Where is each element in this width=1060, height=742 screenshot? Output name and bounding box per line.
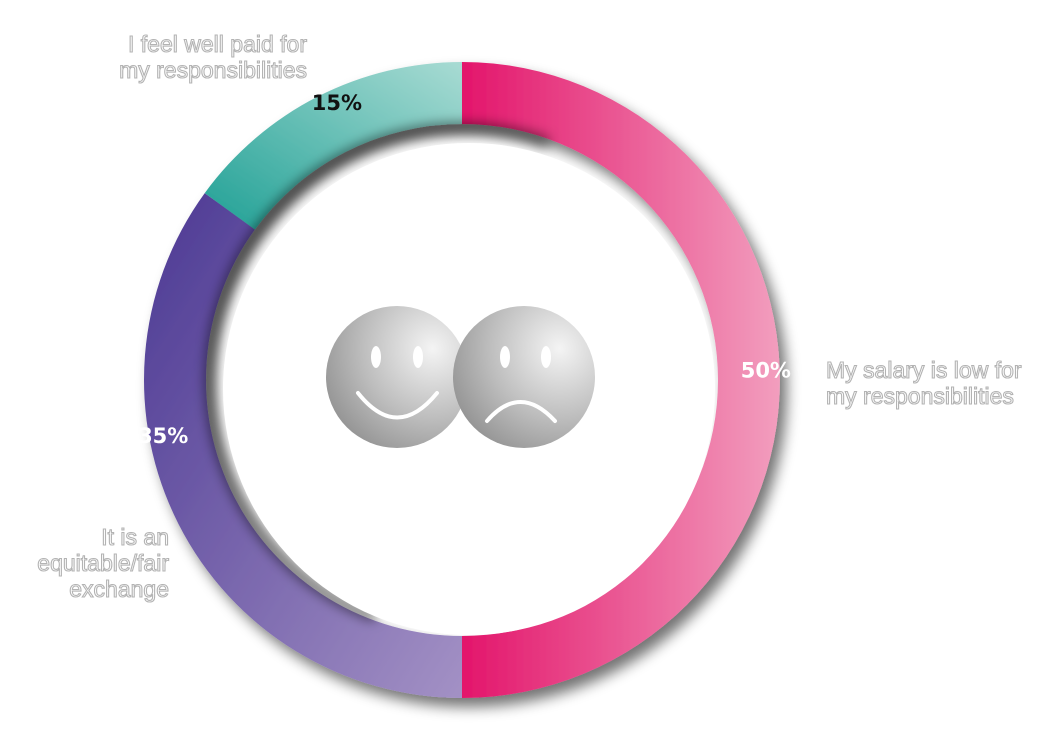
category-label-line: my responsibilities [826,383,1014,409]
value-label-well-paid: 15% [312,91,362,115]
category-label-line: equitable/fair [37,550,169,576]
category-label-line: My salary is low for [826,357,1022,383]
center-faces [326,306,595,448]
donut-slice-low-salary [462,62,780,698]
category-label-low-salary: My salary is low for my responsibilities [826,357,1022,409]
category-label-line: I feel well paid for [128,31,307,57]
category-label-line: exchange [69,576,169,602]
smiley-face-icon [326,306,468,448]
sad-face-icon [453,306,595,448]
category-labels: My salary is low for my responsibilitiesI… [37,30,1023,602]
donut-slice-fair-exchange [144,193,462,698]
hole-shadow-arc [205,123,550,622]
value-label-fair-exchange: 35% [138,424,188,448]
category-label-line: It is an [101,524,169,550]
donut-ring [144,61,780,698]
category-label-fair-exchange: It is an equitable/fair exchange [37,524,169,602]
category-label-line: my responsibilities [119,57,307,83]
donut-slice-well-paid [204,61,462,230]
category-label-well-paid: I feel well paid for my responsibilities [119,31,307,83]
value-labels: 50% 35% 15% [138,91,791,448]
value-label-low-salary: 50% [741,358,791,382]
